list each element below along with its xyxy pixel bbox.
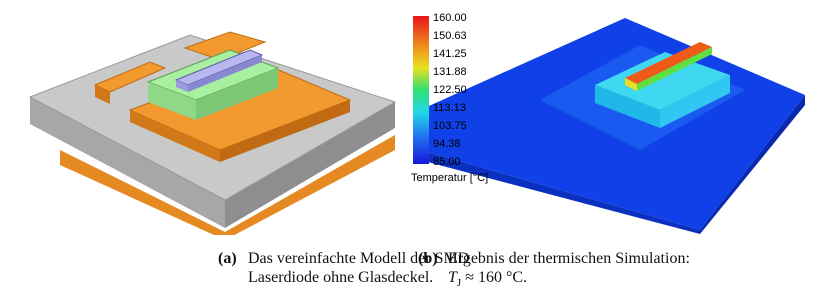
colorbar-label: 103.75 — [433, 120, 467, 132]
colorbar-label: 122.50 — [433, 84, 467, 96]
caption-line: Ergebnis der thermischen Simulation: — [448, 249, 690, 268]
caption-line: TJ ≈ 160 °C. — [448, 268, 527, 293]
subscript: J — [457, 277, 461, 289]
colorbar-label: 131.88 — [433, 66, 467, 78]
symbol: T — [448, 269, 457, 286]
model-image — [30, 32, 395, 235]
colorbar-label: 160.00 — [433, 12, 467, 24]
colorbar-label: 150.63 — [433, 30, 467, 42]
caption-line: Laserdiode ohne Glasdeckel. — [248, 268, 433, 287]
figure-images: 160.00 150.63 141.25 131.88 122.50 113.13 103.… — [0, 0, 828, 235]
colorbar-title: Temperatur [°C] — [411, 172, 488, 184]
caption-label: (b) — [418, 249, 438, 268]
colorbar — [413, 16, 429, 164]
colorbar-label: 85.00 — [433, 156, 461, 168]
colorbar-label: 94.38 — [433, 138, 461, 150]
relation: ≈ 160 °C. — [465, 269, 527, 286]
colorbar-label: 113.13 — [433, 102, 466, 114]
page: 160.00 150.63 141.25 131.88 122.50 113.13 103.… — [0, 0, 828, 295]
simulation-image — [413, 16, 805, 234]
colorbar-label: 141.25 — [433, 48, 467, 60]
caption-label: (a) — [218, 249, 237, 268]
